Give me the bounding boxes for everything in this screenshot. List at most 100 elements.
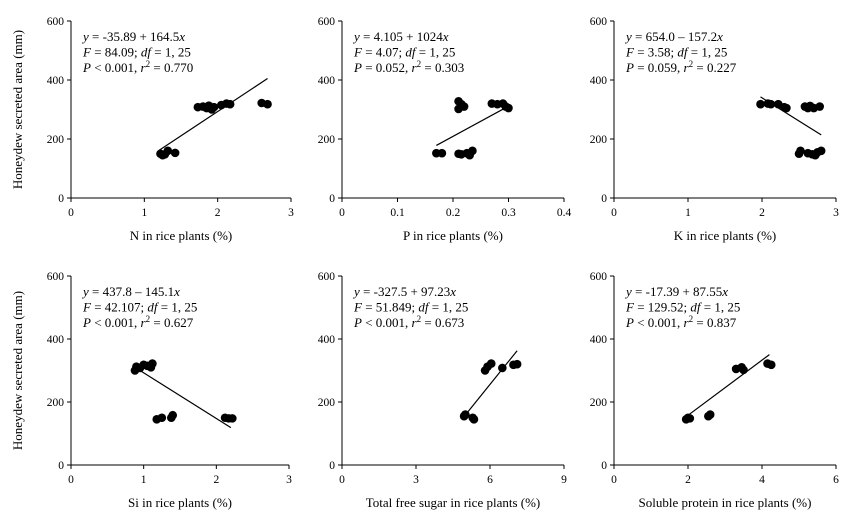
chart-panel-2: 0 200 400 600 0 0.1 0.2 0.3 0.4 P in rice plants … — [318, 16, 572, 243]
chart-panel-6: 0 200 400 600 0 2 4 6 Soluble protein in rice pl… — [590, 271, 839, 510]
annotation-var: y — [624, 29, 632, 44]
annotation-part: ; — [684, 300, 691, 315]
f-stat-line: F = 4.07; df = 1, 25 — [353, 45, 455, 60]
y-tick-label: 400 — [318, 334, 336, 346]
annotation-var: y — [352, 29, 360, 44]
f-value: 42.107 — [105, 300, 141, 315]
x-tick-label: 1 — [141, 207, 147, 219]
annotation-superscript: 2 — [146, 59, 151, 69]
stats-annotation: y = 654.0 – 157.2xF = 3.58; df = 1, 25P … — [624, 29, 737, 75]
x-tick-label: 0.1 — [390, 207, 405, 219]
data-point — [469, 415, 479, 424]
annotation-part: , — [677, 60, 684, 75]
x-tick-label: 0 — [68, 474, 74, 486]
x-axis-label: P in rice plants (%) — [403, 228, 503, 243]
annotation-var: x — [716, 29, 723, 44]
data-point — [756, 99, 765, 109]
annotation-part: = — [688, 45, 702, 60]
regression-line — [136, 367, 232, 429]
data-point — [209, 102, 219, 112]
annotation-part: = — [362, 300, 376, 315]
f-stat-line: F = 51.849; df = 1, 25 — [353, 300, 468, 315]
data-point — [170, 148, 180, 158]
annotation-var: F — [625, 45, 635, 60]
equation-value: -17.39 + 87.55 — [646, 284, 723, 299]
data-point — [816, 146, 826, 156]
annotation-part: = — [91, 45, 105, 60]
x-axis-label: Total free sugar in rice plants (%) — [366, 495, 541, 510]
f-stat-line: F = 129.52; df = 1, 25 — [625, 300, 740, 315]
annotation-part: = — [150, 315, 164, 330]
annotation-superscript: 2 — [689, 59, 694, 69]
annotation-var: r — [684, 315, 690, 330]
x-axis-label: N in rice plants (%) — [130, 228, 233, 243]
annotation-var: y — [81, 284, 89, 299]
chart-panel-4: 0 200 400 600 0 1 2 3 Si in rice plants (%) Honey… — [10, 271, 292, 510]
chart-panel-5: 0 200 400 600 0 3 6 9 Total free sugar in rice p… — [318, 271, 567, 510]
f-value: 3.58 — [648, 45, 671, 60]
data-point — [461, 410, 470, 419]
p-value-line: P < 0.001, r2 = 0.770 — [82, 59, 193, 75]
annotation-var: x — [442, 29, 449, 44]
annotation-part: = — [421, 315, 435, 330]
annotation-part: , — [134, 60, 141, 75]
p-value: 0.059 — [648, 60, 677, 75]
annotation-var: df — [677, 45, 690, 60]
annotation-var: df — [690, 300, 703, 315]
data-point — [685, 414, 695, 423]
data-point — [225, 99, 235, 109]
x-tick-label: 3 — [286, 474, 292, 486]
df-value: 1, 25 — [714, 300, 740, 315]
r2-value: 0.227 — [707, 60, 737, 75]
r2-value: 0.303 — [435, 60, 464, 75]
p-value: < 0.001 — [637, 315, 677, 330]
annotation-var: F — [353, 45, 363, 60]
x-tick-label: 0 — [611, 474, 617, 486]
x-tick-label: 0.2 — [446, 207, 461, 219]
annotation-var: F — [82, 300, 92, 315]
f-stat-line: F = 3.58; df = 1, 25 — [625, 45, 727, 60]
annotation-part: = — [634, 300, 648, 315]
annotation-var: r — [684, 60, 690, 75]
f-value: 51.849 — [376, 300, 412, 315]
y-tick-label: 0 — [58, 460, 64, 472]
x-tick-label: 0 — [611, 207, 617, 219]
f-value: 129.52 — [648, 300, 684, 315]
data-point — [263, 99, 272, 109]
x-tick-label: 2 — [685, 474, 691, 486]
annotation-var: y — [352, 284, 360, 299]
p-value: < 0.001 — [94, 315, 134, 330]
annotation-part: = — [151, 45, 165, 60]
annotation-part: = — [416, 45, 430, 60]
y-tick-label: 600 — [47, 16, 65, 28]
p-value-line: P < 0.001, r2 = 0.673 — [353, 314, 464, 330]
y-tick-label: 200 — [47, 134, 65, 146]
data-point — [739, 365, 748, 375]
y-axis-label: Honeydew secreted area (mm) — [10, 30, 25, 189]
annotation-var: r — [141, 60, 147, 75]
df-value: 1, 25 — [429, 45, 455, 60]
x-tick-label: 3 — [413, 474, 419, 486]
annotation-part: ; — [671, 45, 678, 60]
data-point — [157, 413, 167, 423]
x-axis-label: Si in rice plants (%) — [128, 495, 232, 510]
data-point — [468, 146, 477, 156]
x-tick-label: 4 — [759, 474, 765, 486]
y-tick-label: 400 — [590, 75, 608, 87]
p-value: < 0.001 — [365, 315, 405, 330]
df-value: 1, 25 — [171, 300, 197, 315]
p-value-line: P = 0.052, r2 = 0.303 — [353, 59, 464, 75]
data-point — [498, 363, 507, 373]
r2-value: 0.837 — [707, 315, 737, 330]
equation-value: 437.8 – 145.1 — [103, 284, 175, 299]
annotation-part: , — [134, 315, 141, 330]
x-tick-label: 6 — [487, 474, 493, 486]
annotation-var: P — [353, 315, 362, 330]
y-tick-label: 600 — [318, 16, 336, 28]
annotation-var: P — [625, 315, 634, 330]
x-tick-label: 0 — [68, 207, 74, 219]
annotation-superscript: 2 — [417, 59, 422, 69]
annotation-var: df — [147, 300, 160, 315]
